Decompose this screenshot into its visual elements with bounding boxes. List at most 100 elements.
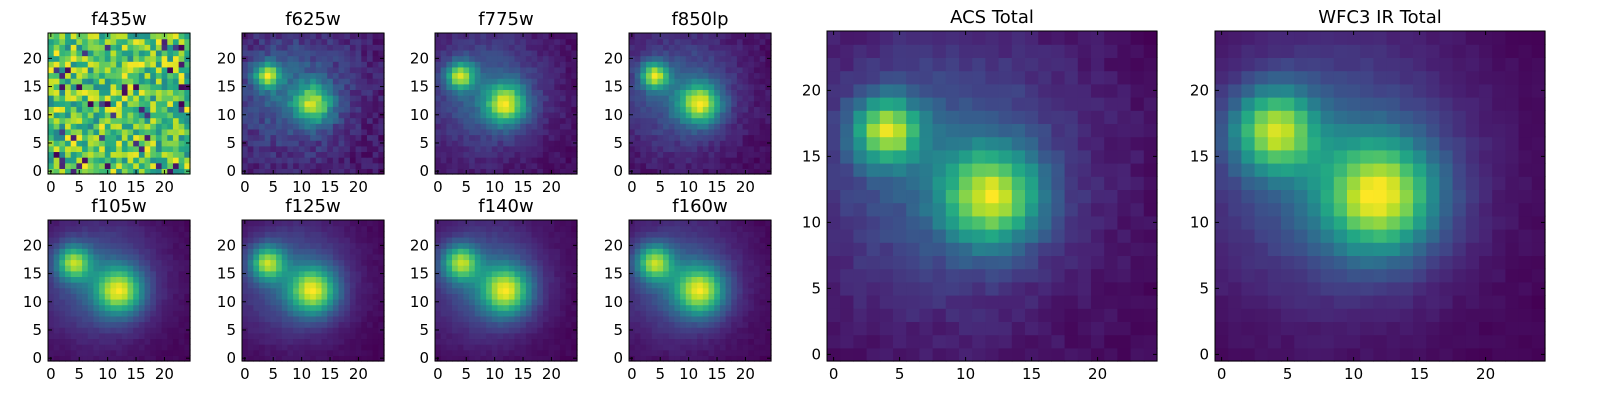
heatmap-cell [373,44,379,50]
heatmap-cell [509,95,515,101]
heatmap-cell [743,288,749,294]
heatmap-cell [703,338,709,344]
heatmap-cell [310,157,316,163]
heatmap-cell [537,316,543,322]
heatmap-cell [526,254,532,260]
heatmap-cell [441,259,447,265]
heatmap-cell [99,50,105,56]
heatmap-cell [93,293,99,299]
heatmap-cell [110,67,116,73]
heatmap-cell [316,288,322,294]
heatmap-cell [287,259,293,265]
heatmap-cell [754,327,760,333]
heatmap-cell [543,95,549,101]
heatmap-cell [59,322,65,328]
heatmap-cell [441,282,447,288]
heatmap-cell [105,288,111,294]
heatmap-cell [276,322,282,328]
heatmap-cell [82,226,88,232]
heatmap-cell [128,163,134,169]
x-tick-label: 10 [485,365,504,383]
heatmap-cell [691,56,697,62]
heatmap-cell [737,310,743,316]
heatmap-cell [356,350,362,356]
heatmap-cell [248,140,254,146]
heatmap-cell [566,84,572,90]
heatmap-cell [748,72,754,78]
heatmap-cell [93,237,99,243]
heatmap-cell [469,129,475,135]
heatmap-cell [635,146,641,152]
heatmap-cell [652,112,658,118]
heatmap-cell [475,106,481,112]
heatmap-cell [697,157,703,163]
heatmap-cell [293,265,299,271]
heatmap-cell [509,44,515,50]
heatmap-cell [532,220,538,226]
heatmap-cell [299,248,305,254]
heatmap-cell [93,101,99,107]
heatmap-cell [669,72,675,78]
heatmap-cell [537,135,543,141]
heatmap-cell [265,299,271,305]
heatmap-cell [139,56,145,62]
heatmap-cell [299,89,305,95]
heatmap-cell [731,50,737,56]
heatmap-cell [299,146,305,152]
heatmap-cell [509,259,515,265]
y-tick-label: 0 [226,162,236,180]
heatmap-cell [259,237,265,243]
heatmap-cell [265,322,271,328]
heatmap-cell [361,316,367,322]
heatmap-cell [549,72,555,78]
heatmap-cell [726,350,732,356]
heatmap-cell [65,84,71,90]
heatmap-cell [560,344,566,350]
x-tick-label: 20 [542,178,561,196]
heatmap-cell [737,140,743,146]
heatmap-cell [156,344,162,350]
heatmap-cell [760,72,766,78]
heatmap-cell [310,84,316,90]
heatmap-cell [748,310,754,316]
heatmap-cell [327,231,333,237]
heatmap-cell [88,288,94,294]
heatmap-cell [105,305,111,311]
heatmap-cell [566,129,572,135]
heatmap-cell [657,101,663,107]
heatmap-cell [566,338,572,344]
heatmap-cell [128,299,134,305]
heatmap-cell [549,44,555,50]
heatmap-cell [116,254,122,260]
heatmap-cell [248,243,254,249]
heatmap-cell [754,56,760,62]
heatmap-cell [76,135,82,141]
heatmap-cell [270,67,276,73]
heatmap-cell [350,50,356,56]
heatmap-cell [110,61,116,67]
heatmap-cell [566,259,572,265]
heatmap-cell [361,282,367,288]
heatmap-cell [350,259,356,265]
heatmap-cell [128,151,134,157]
heatmap-cell [116,163,122,169]
heatmap-cell [560,72,566,78]
heatmap-cell [282,305,288,311]
heatmap-cell [509,56,515,62]
heatmap-cell [248,350,254,356]
heatmap-cell [475,135,481,141]
heatmap-cell [259,293,265,299]
heatmap-cell [54,322,60,328]
heatmap-cell [515,288,521,294]
heatmap-cell [76,248,82,254]
heatmap-cell [532,44,538,50]
heatmap-cell [54,299,60,305]
heatmap-cell [339,112,345,118]
heatmap-cell [105,61,111,67]
heatmap-cell [549,316,555,322]
heatmap-cell [82,101,88,107]
heatmap-cell [304,243,310,249]
heatmap-cell [737,61,743,67]
heatmap-cell [532,248,538,254]
heatmap-cell [554,344,560,350]
